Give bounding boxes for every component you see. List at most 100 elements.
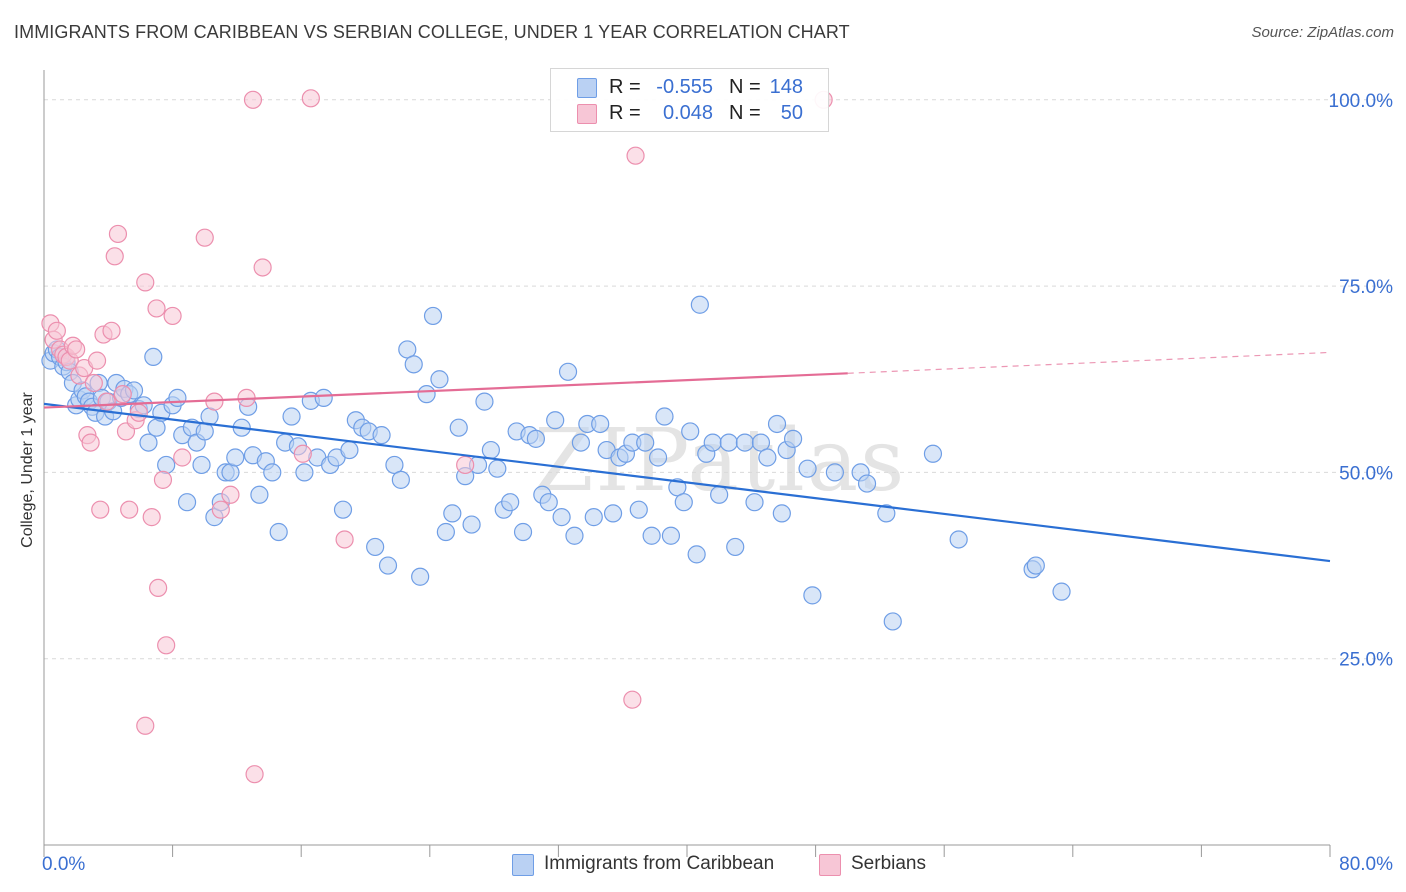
data-point-caribbean	[411, 567, 430, 586]
data-point-caribbean	[1052, 582, 1071, 601]
trendline-serbian-extension	[847, 351, 1331, 374]
y-tick-label: 50.0%	[1339, 463, 1393, 484]
data-point-caribbean	[584, 508, 603, 527]
trendline-caribbean	[43, 402, 1331, 563]
data-point-serbian	[221, 485, 240, 504]
data-point-caribbean	[687, 545, 706, 564]
data-point-caribbean	[192, 455, 211, 475]
stats-legend: R = -0.555 N = 148 R = 0.048 N = 50	[550, 68, 829, 132]
data-point-serbian	[173, 448, 192, 467]
data-point-caribbean	[719, 433, 738, 452]
data-point-caribbean	[417, 385, 436, 404]
data-point-caribbean	[857, 474, 877, 493]
y-tick-label: 25.0%	[1339, 650, 1393, 671]
data-point-caribbean	[526, 429, 545, 448]
data-point-caribbean	[282, 407, 301, 426]
data-point-serbian	[626, 146, 645, 165]
data-point-caribbean	[767, 414, 787, 434]
caribbean-swatch	[577, 78, 597, 98]
data-point-serbian	[293, 444, 312, 463]
data-point-caribbean	[565, 526, 584, 545]
data-point-serbian	[67, 340, 86, 359]
data-point-caribbean	[798, 459, 817, 478]
data-point-caribbean	[681, 422, 700, 441]
data-point-caribbean	[629, 500, 648, 519]
data-point-caribbean	[636, 433, 655, 452]
data-point-caribbean	[591, 414, 610, 434]
data-point-caribbean	[443, 504, 462, 523]
data-point-serbian	[456, 455, 475, 475]
n-label: N =	[729, 102, 761, 124]
data-point-caribbean	[501, 493, 520, 512]
data-point-serbian	[91, 500, 110, 519]
data-point-caribbean	[168, 388, 187, 407]
x-tick-label: 0.0%	[42, 854, 85, 875]
r-label: R =	[609, 76, 647, 98]
y-tick-label: 75.0%	[1339, 277, 1393, 298]
r-value: -0.555	[656, 76, 713, 98]
data-point-caribbean	[546, 411, 565, 430]
data-point-serbian	[163, 306, 182, 326]
data-point-serbian	[136, 716, 155, 735]
data-point-serbian	[102, 321, 121, 340]
data-point-caribbean	[661, 526, 681, 545]
data-point-caribbean	[404, 355, 423, 374]
data-point-caribbean	[603, 504, 623, 523]
data-point-serbian	[243, 90, 263, 109]
data-point-caribbean	[513, 522, 533, 542]
data-point-caribbean	[1026, 556, 1045, 575]
data-point-serbian	[129, 403, 148, 422]
data-point-caribbean	[758, 448, 777, 467]
data-point-serbian	[335, 530, 354, 549]
data-point-serbian	[153, 470, 173, 489]
data-point-caribbean	[825, 463, 844, 482]
data-point-serbian	[105, 247, 124, 266]
data-point-caribbean	[333, 500, 353, 519]
data-point-caribbean	[726, 537, 745, 557]
data-point-caribbean	[735, 433, 754, 452]
n-value: 50	[780, 102, 803, 124]
data-point-serbian	[142, 508, 161, 527]
data-point-caribbean	[139, 433, 158, 452]
data-point-serbian	[245, 765, 264, 784]
data-point-caribbean	[803, 586, 822, 605]
data-point-caribbean	[655, 407, 674, 426]
data-point-caribbean	[949, 530, 968, 549]
serbians-legend-swatch	[819, 854, 841, 876]
legend-label: Serbians	[851, 853, 926, 874]
data-point-caribbean	[378, 556, 398, 575]
r-value: 0.048	[662, 102, 713, 124]
data-point-caribbean	[423, 306, 443, 326]
data-point-caribbean	[269, 522, 288, 542]
data-point-caribbean	[436, 522, 455, 542]
data-point-caribbean	[745, 493, 764, 512]
data-point-caribbean	[642, 526, 661, 545]
data-point-serbian	[87, 351, 107, 370]
data-point-caribbean	[391, 470, 410, 489]
data-point-serbian	[97, 392, 116, 411]
data-point-caribbean	[703, 433, 722, 452]
data-point-caribbean	[539, 493, 558, 512]
data-point-serbian	[157, 636, 176, 655]
data-point-serbian	[149, 578, 168, 598]
legend-label: Immigrants from Caribbean	[544, 853, 775, 874]
data-point-serbian	[623, 690, 642, 709]
data-point-serbian	[195, 228, 214, 247]
data-point-caribbean	[449, 418, 468, 437]
data-point-caribbean	[340, 440, 359, 460]
data-point-serbian	[47, 321, 66, 340]
data-point-caribbean	[144, 347, 163, 366]
data-point-caribbean	[481, 440, 500, 460]
data-point-caribbean	[295, 463, 314, 482]
chart-source: Source: ZipAtlas.com	[1251, 24, 1394, 41]
y-tick-label: 100.0%	[1329, 91, 1394, 112]
data-point-caribbean	[314, 388, 333, 407]
data-point-caribbean	[430, 370, 449, 389]
data-point-serbian	[301, 89, 320, 108]
data-point-caribbean	[177, 493, 197, 512]
data-point-serbian	[147, 299, 166, 318]
n-label: N =	[729, 76, 761, 98]
chart-title: IMMIGRANTS FROM CARIBBEAN VS SERBIAN COL…	[14, 22, 850, 42]
data-point-caribbean	[690, 295, 709, 314]
